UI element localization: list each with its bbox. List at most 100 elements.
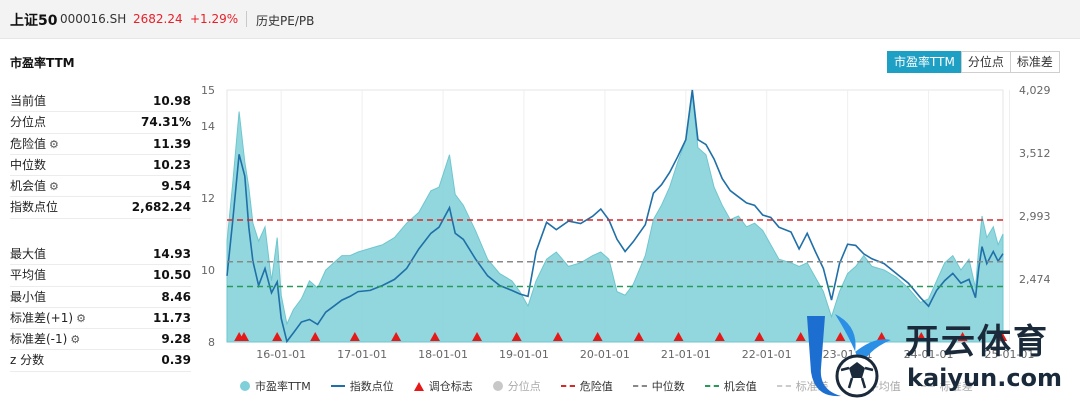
- stat-label: 最大值: [10, 244, 46, 264]
- stat-row: 标准差(-1) ⚙ 9.28: [10, 329, 191, 351]
- settings-gear-icon[interactable]: ⚙: [49, 180, 59, 194]
- kaiyun-logo-icon: [807, 314, 891, 398]
- history-pe-pb-link[interactable]: 历史PE/PB: [256, 14, 315, 28]
- stat-row: 当前值 10.98: [10, 91, 191, 113]
- stat-label: 指数点位: [10, 197, 58, 217]
- stat-label-text: 机会值: [10, 179, 47, 194]
- stats-panel-bottom: 最大值 14.93 平均值 10.50 最小值 8.46 标准差(+1) ⚙ 11.73 标准差(…: [10, 244, 191, 372]
- stat-row: 最小值 8.46: [10, 287, 191, 308]
- x-tick-label: 25-01-01: [985, 348, 1035, 361]
- settings-gear-icon[interactable]: ⚙: [76, 311, 86, 325]
- stat-label-text: 危险值: [10, 136, 47, 151]
- legend-item[interactable]: 市盈率TTM: [240, 378, 311, 394]
- stat-value: 11.73: [153, 310, 191, 325]
- legend-swatch-icon: [920, 385, 935, 387]
- stat-label-text: 标准差(-1): [10, 332, 68, 347]
- legend-label: 中位数: [651, 380, 685, 393]
- x-tick-label: 16-01-01: [256, 348, 306, 361]
- stat-label-text: 最大值: [10, 247, 47, 261]
- stat-row: 分位点 74.31%: [10, 112, 191, 134]
- stat-label-text: 当前值: [10, 94, 47, 108]
- legend-swatch-icon: [704, 385, 719, 387]
- legend-label: 市盈率TTM: [255, 380, 311, 393]
- rebalance-marker: [272, 332, 283, 341]
- stat-value: 9.28: [161, 332, 191, 347]
- stat-value: 9.54: [161, 179, 191, 194]
- rebalance-marker: [310, 332, 321, 341]
- rebalance-marker: [552, 332, 563, 341]
- y-left-tick-label: 15: [201, 84, 215, 97]
- legend-item[interactable]: 调仓标志: [413, 378, 473, 394]
- stat-value: 11.39: [153, 136, 191, 151]
- metric-tabs: 市盈率TTM 分位点 标准差: [887, 51, 1060, 73]
- stat-label: 危险值 ⚙: [10, 134, 59, 155]
- stat-label: 中位数: [10, 155, 46, 175]
- legend-swatch-icon: [560, 385, 575, 387]
- tab-percentile[interactable]: 分位点: [960, 51, 1011, 73]
- rebalance-marker: [238, 332, 249, 341]
- tab-std-dev[interactable]: 标准差: [1009, 51, 1060, 73]
- legend-label: 机会值: [723, 380, 757, 393]
- legend-item[interactable]: 中位数: [632, 378, 685, 394]
- stat-label: 标准差(-1) ⚙: [10, 329, 80, 350]
- stat-row: 机会值 ⚙ 9.54: [10, 176, 191, 198]
- rebalance-marker: [957, 332, 968, 341]
- stat-label: 最小值: [10, 287, 46, 307]
- index-change: +1.29%: [190, 12, 239, 26]
- legend-swatch-icon: [632, 385, 647, 387]
- stat-label-text: 标准差(+1): [10, 310, 74, 325]
- legend-label: 分位点: [507, 380, 541, 393]
- rebalance-marker: [997, 332, 1008, 341]
- stat-value: 10.23: [153, 157, 191, 172]
- quote-header: 上证50 000016.SH 2682.24 +1.29% 历史PE/PB: [0, 0, 1080, 39]
- rebalance-marker: [916, 332, 927, 341]
- rebalance-marker: [592, 332, 603, 341]
- x-tick-label: 24-01-01: [904, 348, 954, 361]
- stat-label-text: 分位点: [10, 115, 47, 130]
- rebalance-marker: [472, 332, 483, 341]
- legend-swatch-icon: [413, 381, 424, 391]
- legend-swatch-icon: [240, 381, 250, 391]
- rebalance-marker: [835, 332, 846, 341]
- legend-item[interactable]: 危险值: [560, 378, 613, 394]
- watermark: 开云体育 kaiyun.com: [795, 306, 1080, 406]
- tab-pe-ttm[interactable]: 市盈率TTM: [887, 51, 962, 73]
- y-left-tick-label: 8: [208, 336, 215, 349]
- y-right-tick-label: 3,512: [1019, 147, 1051, 160]
- settings-gear-icon[interactable]: ⚙: [49, 137, 59, 151]
- x-tick-label: 19-01-01: [499, 348, 549, 361]
- settings-gear-icon[interactable]: ⚙: [70, 333, 81, 347]
- rebalance-marker: [673, 332, 684, 341]
- index-price: 2682.24: [133, 12, 183, 26]
- x-tick-label: 22-01-01: [742, 348, 792, 361]
- rebalance-marker: [349, 332, 360, 341]
- x-tick-label: 21-01-01: [661, 348, 711, 361]
- section-title: 市盈率TTM: [10, 56, 75, 70]
- header-divider: [246, 11, 247, 27]
- pe-ttm-area: [226, 93, 1004, 343]
- stat-value: 10.50: [153, 268, 191, 283]
- legend-item[interactable]: 标准差: [920, 378, 973, 394]
- x-tick-label: 17-01-01: [337, 348, 387, 361]
- rebalance-marker: [754, 332, 765, 341]
- stat-label: 标准差(+1) ⚙: [10, 308, 86, 329]
- x-tick-label: 20-01-01: [580, 348, 630, 361]
- stat-label-text: 中位数: [10, 157, 47, 172]
- stat-label: 分位点: [10, 112, 46, 132]
- stat-row: 平均值 10.50: [10, 265, 191, 287]
- legend-label: 危险值: [579, 380, 613, 393]
- legend-item[interactable]: 机会值: [704, 378, 757, 394]
- y-left-tick-label: 14: [201, 120, 215, 133]
- stat-row: z 分数 0.39: [10, 350, 191, 372]
- legend-label: 标准差: [939, 380, 973, 393]
- stat-value: 0.39: [161, 353, 191, 368]
- legend-label: 调仓标志: [428, 380, 473, 393]
- rebalance-marker: [511, 332, 522, 341]
- rebalance-marker: [429, 332, 440, 341]
- x-tick-label: 18-01-01: [418, 348, 468, 361]
- legend-swatch-icon: [330, 385, 345, 387]
- legend-item[interactable]: 指数点位: [330, 378, 394, 394]
- legend-item[interactable]: 分位点: [492, 378, 541, 394]
- stat-row: 标准差(+1) ⚙ 11.73: [10, 308, 191, 330]
- y-left-tick-label: 12: [201, 192, 215, 205]
